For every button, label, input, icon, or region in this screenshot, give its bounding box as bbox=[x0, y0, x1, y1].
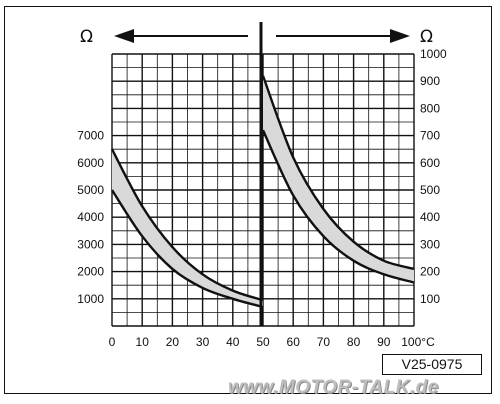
upper-curve-right bbox=[261, 75, 415, 271]
chart-frame bbox=[4, 6, 492, 394]
right-tick-label: 400 bbox=[420, 210, 440, 224]
right-tick-label: 200 bbox=[420, 265, 440, 279]
right-tick-label: 800 bbox=[420, 101, 440, 115]
x-tick-label: 60 bbox=[287, 335, 301, 349]
left-tick-label: 2000 bbox=[77, 265, 104, 279]
right-arrow-icon bbox=[276, 29, 410, 43]
right-tick-label: 700 bbox=[420, 129, 440, 143]
tolerance-bands bbox=[110, 75, 415, 309]
left-axis-unit: Ω bbox=[80, 27, 93, 47]
upper-curve-left bbox=[110, 148, 264, 302]
left-tick-label: 4000 bbox=[77, 210, 104, 224]
lower-curve-right bbox=[261, 129, 415, 284]
x-tick-label: 80 bbox=[347, 335, 361, 349]
right-tick-label: 500 bbox=[420, 183, 440, 197]
left-tick-label: 7000 bbox=[77, 129, 104, 143]
lower-curve-left bbox=[110, 189, 264, 309]
x-tick-label: 0 bbox=[109, 335, 116, 349]
left-tick-label: 1000 bbox=[77, 292, 104, 306]
right-tick-label: 1000 bbox=[420, 47, 447, 61]
x-tick-label: 90 bbox=[377, 335, 391, 349]
right-axis-unit: Ω bbox=[420, 27, 433, 47]
left-tick-label: 5000 bbox=[77, 183, 104, 197]
x-tick-labels: 0 10 20 30 40 50 60 70 80 90 100°C bbox=[109, 335, 435, 349]
right-tick-labels: 100 200 300 400 500 600 700 800 900 1000 bbox=[420, 47, 447, 306]
x-tick-label: 100°C bbox=[401, 335, 435, 349]
right-tick-label: 900 bbox=[420, 74, 440, 88]
left-tick-label: 3000 bbox=[77, 237, 104, 251]
right-tick-label: 100 bbox=[420, 292, 440, 306]
x-tick-label: 50 bbox=[256, 335, 270, 349]
reference-code: V25-0975 bbox=[382, 354, 482, 375]
left-arrow-icon bbox=[114, 29, 248, 43]
watermark: www.MOTOR-TALK.de bbox=[228, 377, 439, 398]
left-tick-label: 6000 bbox=[77, 156, 104, 170]
tolerance-band-left bbox=[112, 149, 263, 307]
x-tick-label: 30 bbox=[196, 335, 210, 349]
tolerance-band-right bbox=[263, 75, 414, 283]
x-tick-label: 40 bbox=[226, 335, 240, 349]
left-tick-labels: 1000 2000 3000 4000 5000 6000 7000 bbox=[77, 129, 104, 306]
right-tick-label: 600 bbox=[420, 156, 440, 170]
x-tick-label: 70 bbox=[317, 335, 331, 349]
x-tick-label: 10 bbox=[136, 335, 150, 349]
x-tick-label: 20 bbox=[166, 335, 180, 349]
right-tick-label: 300 bbox=[420, 237, 440, 251]
